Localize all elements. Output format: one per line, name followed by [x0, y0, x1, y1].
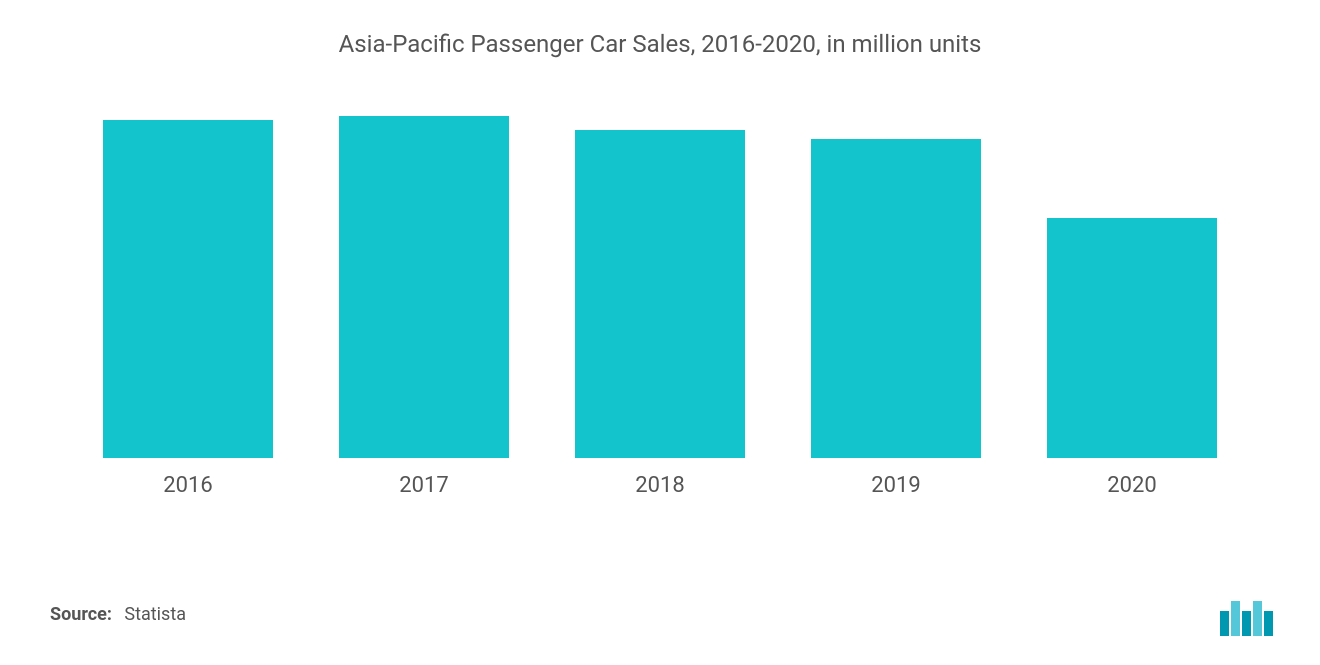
- bar-label: 2018: [635, 473, 684, 498]
- bar-2017: [339, 116, 509, 458]
- bar-2019: [811, 139, 981, 458]
- bar-group: 2019: [778, 139, 1014, 498]
- source-label: Source:: [50, 604, 112, 625]
- bar-group: 2017: [306, 116, 542, 498]
- source-value: Statista: [124, 604, 186, 625]
- bar-label: 2016: [163, 473, 212, 498]
- bar-label: 2017: [399, 473, 448, 498]
- bar-label: 2020: [1107, 473, 1156, 498]
- mordor-intelligence-logo-icon: [1220, 596, 1275, 640]
- bar-group: 2018: [542, 130, 778, 498]
- chart-title: Asia-Pacific Passenger Car Sales, 2016-2…: [50, 30, 1270, 58]
- bar-group: 2020: [1014, 218, 1250, 499]
- bar-2016: [103, 120, 273, 458]
- bar-2018: [575, 130, 745, 458]
- bar-label: 2019: [871, 473, 920, 498]
- bar-group: 2016: [70, 120, 306, 498]
- source-line: Source: Statista: [50, 604, 186, 625]
- chart-area: 2016 2017 2018 2019 2020: [50, 108, 1270, 498]
- bar-2020: [1047, 218, 1217, 459]
